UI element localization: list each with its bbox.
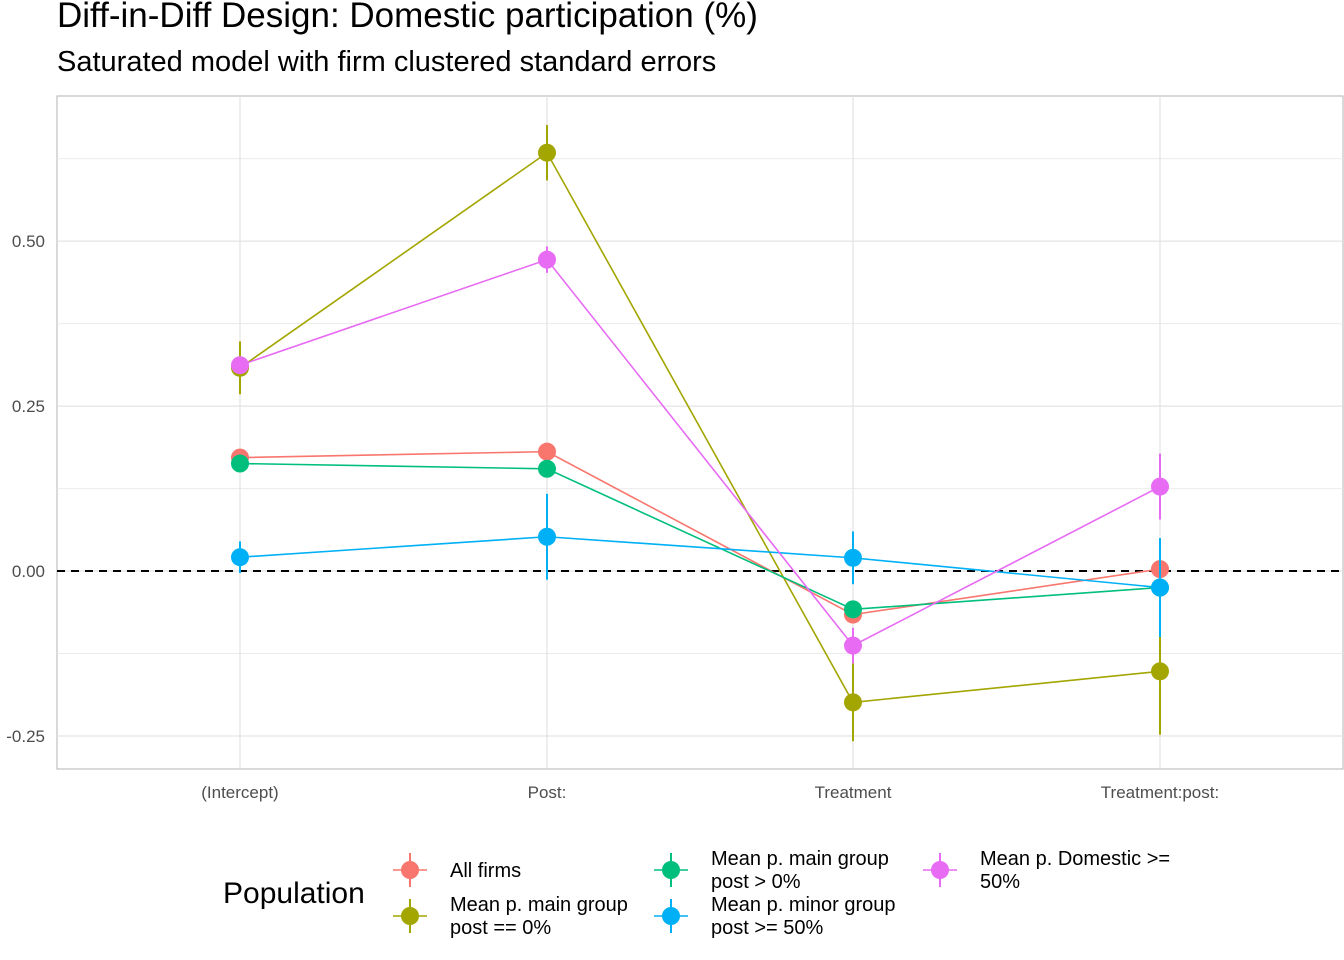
data-point [538, 459, 556, 478]
legend-key-point [931, 861, 949, 879]
legend-label: Mean p. Domestic >= [980, 848, 1170, 870]
y-tick-label: 0.00 [12, 562, 45, 581]
series-layer [231, 125, 1169, 742]
legend-key-point [662, 907, 680, 925]
series-line [239, 151, 1161, 704]
y-tick-label: 0.25 [12, 397, 45, 416]
data-point [538, 442, 556, 461]
legend-label: All firms [450, 860, 521, 882]
minor-gridlines [57, 158, 1343, 655]
data-point [844, 548, 862, 567]
legend-key [923, 853, 957, 887]
series-1 [231, 125, 1169, 742]
x-tick-label: Treatment [815, 783, 892, 802]
legend-title: Population [223, 877, 365, 910]
legend-key [654, 853, 688, 887]
legend-label: post == 0% [450, 917, 551, 939]
data-point [231, 356, 249, 375]
x-tick-label: Post: [528, 783, 567, 802]
legend-key-point [401, 861, 419, 879]
series-3 [231, 493, 1169, 638]
data-point [1151, 578, 1169, 597]
y-axis-ticks: -0.25 0.00 0.25 0.50 [6, 232, 45, 746]
x-tick-label: Treatment:post: [1101, 783, 1219, 802]
series-line [239, 535, 1161, 589]
legend-label: post >= 50% [711, 917, 824, 939]
series-4 [231, 246, 1169, 664]
x-tick-label: (Intercept) [201, 783, 278, 802]
data-point [1151, 662, 1169, 681]
data-point [538, 143, 556, 162]
legend-label: Mean p. main group [450, 894, 628, 916]
data-point [538, 250, 556, 269]
x-axis-ticks: (Intercept) Post: Treatment Treatment:post: [201, 783, 1219, 802]
data-point [231, 454, 249, 473]
series-line [239, 258, 1161, 647]
y-tick-label: 0.50 [12, 232, 45, 251]
data-point [1151, 477, 1169, 496]
data-point [844, 636, 862, 655]
data-point [844, 693, 862, 712]
plot-panel [56, 95, 1344, 770]
legend-label: 50% [980, 871, 1020, 893]
data-point [231, 548, 249, 567]
legend-label: Mean p. main group [711, 848, 889, 870]
series-line [239, 450, 1161, 616]
legend-key-point [662, 861, 680, 879]
legend-key [393, 899, 427, 933]
legend-label: Mean p. minor group [711, 894, 896, 916]
legend-key [393, 853, 427, 887]
legend-key [654, 899, 688, 933]
series-line [239, 462, 1161, 611]
data-point [844, 600, 862, 619]
data-point [538, 527, 556, 546]
y-tick-label: -0.25 [6, 727, 45, 746]
chart-title: Diff-in-Diff Design: Domestic participat… [57, 0, 758, 35]
chart-subtitle: Saturated model with firm clustered stan… [57, 46, 717, 78]
legend-key-point [401, 907, 419, 925]
legend-label: post > 0% [711, 871, 801, 893]
